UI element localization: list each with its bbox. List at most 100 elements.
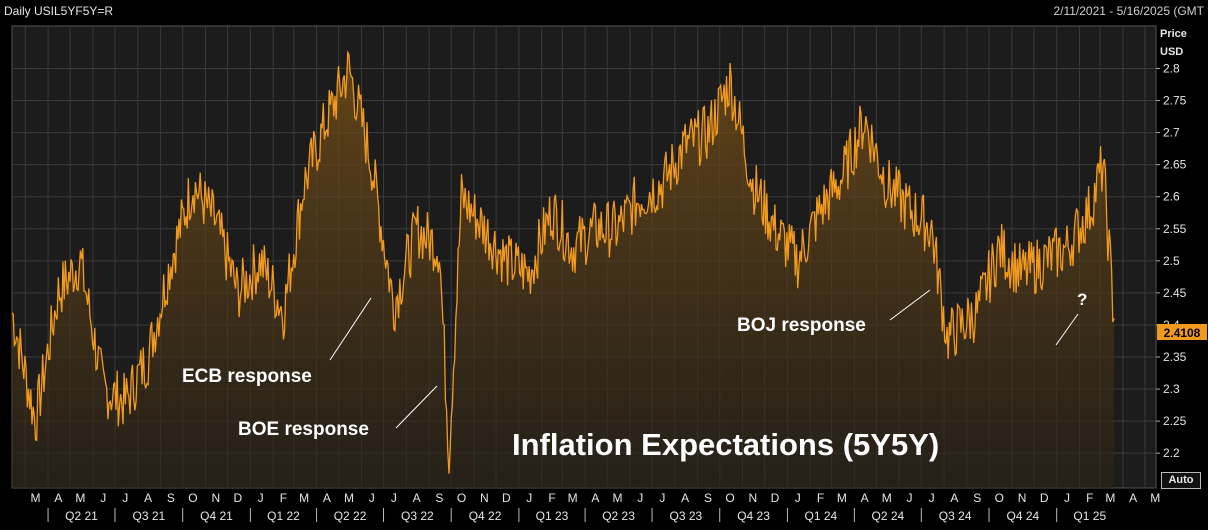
- y-tick-label: 2.35: [1163, 350, 1187, 364]
- x-quarter-label: Q2 22: [334, 509, 367, 523]
- x-month-label: O: [995, 491, 1004, 505]
- x-month-label: J: [1064, 491, 1070, 505]
- x-month-label: O: [725, 491, 734, 505]
- question-pointer-line: [1055, 313, 1079, 346]
- x-month-label: O: [188, 491, 197, 505]
- x-month-label: M: [75, 491, 85, 505]
- x-quarter-label: Q4 21: [200, 509, 233, 523]
- x-month-label: N: [211, 491, 220, 505]
- boj-annotation: BOJ response: [737, 315, 866, 336]
- x-month-label: F: [1086, 491, 1093, 505]
- x-month-label: M: [882, 491, 892, 505]
- series-line: [11, 50, 1115, 474]
- x-month-label: D: [234, 491, 243, 505]
- y-tick-label: 2.65: [1163, 158, 1187, 172]
- x-month-label: M: [1105, 491, 1115, 505]
- x-month-label: N: [749, 491, 758, 505]
- x-month-label: S: [704, 491, 712, 505]
- x-quarter-label: Q1 23: [536, 509, 569, 523]
- x-month-label: M: [837, 491, 847, 505]
- x-month-label: F: [280, 491, 287, 505]
- x-month-label: A: [681, 491, 689, 505]
- x-month-label: O: [457, 491, 466, 505]
- x-quarter-label: Q3 24: [939, 509, 972, 523]
- y-tick-label: 2.25: [1163, 414, 1187, 428]
- x-month-label: A: [950, 491, 958, 505]
- x-month-label: J: [526, 491, 532, 505]
- x-month-label: A: [54, 491, 62, 505]
- chart-title: Inflation Expectations (5Y5Y): [512, 427, 940, 462]
- x-quarter-label: Q1 22: [267, 509, 300, 523]
- x-quarter-label: Q3 21: [132, 509, 165, 523]
- x-month-label: A: [323, 491, 331, 505]
- x-quarter-label: Q4 22: [469, 509, 502, 523]
- date-range-label: 2/11/2021 - 5/16/2025 (GMT: [1053, 4, 1204, 18]
- x-month-label: J: [795, 491, 801, 505]
- y-tick-label: 2.45: [1163, 286, 1187, 300]
- x-month-label: M: [344, 491, 354, 505]
- x-quarter-label: Q2 24: [871, 509, 904, 523]
- x-month-label: J: [929, 491, 935, 505]
- x-month-label: A: [591, 491, 599, 505]
- axis-title-currency: USD: [1160, 46, 1184, 58]
- x-month-label: J: [100, 491, 106, 505]
- y-tick-label: 2.6: [1163, 190, 1180, 204]
- y-tick-label: 2.5: [1163, 254, 1180, 268]
- x-month-label: A: [144, 491, 152, 505]
- x-month-label: M: [299, 491, 309, 505]
- x-month-label: A: [1129, 491, 1137, 505]
- series-area: [12, 52, 1115, 489]
- x-month-label: D: [1040, 491, 1049, 505]
- boe-pointer-line: [395, 385, 438, 429]
- x-quarter-label: Q3 23: [670, 509, 703, 523]
- y-tick-label: 2.7: [1163, 126, 1180, 140]
- y-tick-label: 2.2: [1163, 446, 1180, 460]
- x-month-label: M: [612, 491, 622, 505]
- boj-pointer-line: [889, 289, 931, 321]
- x-month-label: M: [568, 491, 578, 505]
- x-quarter-label: Q4 24: [1006, 509, 1039, 523]
- x-month-label: D: [502, 491, 511, 505]
- x-month-label: M: [1150, 491, 1160, 505]
- x-month-label: F: [817, 491, 824, 505]
- ecb-annotation: ECB response: [182, 366, 312, 387]
- x-month-label: S: [167, 491, 175, 505]
- x-month-label: J: [391, 491, 397, 505]
- x-quarter-label: Q1 25: [1073, 509, 1106, 523]
- x-month-label: J: [637, 491, 643, 505]
- x-month-label: S: [973, 491, 981, 505]
- x-month-label: J: [122, 491, 128, 505]
- question-annotation: ?: [1077, 290, 1088, 309]
- x-month-label: N: [1018, 491, 1027, 505]
- x-month-label: A: [413, 491, 421, 505]
- x-month-label: J: [258, 491, 264, 505]
- auto-scale-button[interactable]: Auto: [1161, 472, 1201, 489]
- y-tick-label: 2.75: [1163, 94, 1187, 108]
- x-quarter-label: Q1 24: [805, 509, 838, 523]
- x-month-label: J: [659, 491, 665, 505]
- last-value-label: 2.4108: [1164, 326, 1201, 340]
- y-tick-label: 2.55: [1163, 222, 1187, 236]
- x-month-label: M: [31, 491, 41, 505]
- instrument-label: Daily USIL5YF5Y=R: [4, 4, 114, 18]
- axis-title-price: Price: [1160, 28, 1187, 40]
- x-quarter-label: Q2 21: [65, 509, 98, 523]
- x-month-label: F: [548, 491, 555, 505]
- x-month-label: D: [771, 491, 780, 505]
- x-quarter-label: Q2 23: [602, 509, 635, 523]
- y-tick-label: 2.3: [1163, 382, 1180, 396]
- x-quarter-label: Q4 23: [737, 509, 770, 523]
- y-axis: 2.22.252.32.352.42.452.52.552.62.652.72.…: [1156, 61, 1187, 460]
- x-month-label: S: [435, 491, 443, 505]
- x-month-label: J: [907, 491, 913, 505]
- y-tick-label: 2.8: [1163, 61, 1180, 75]
- last-value-marker: 2.4108: [1157, 324, 1207, 340]
- x-month-label: J: [369, 491, 375, 505]
- x-month-label: N: [480, 491, 489, 505]
- ecb-pointer-line: [329, 297, 372, 361]
- annotation-lines: [329, 289, 1079, 429]
- x-quarter-label: Q3 22: [401, 509, 434, 523]
- x-month-label: A: [861, 491, 869, 505]
